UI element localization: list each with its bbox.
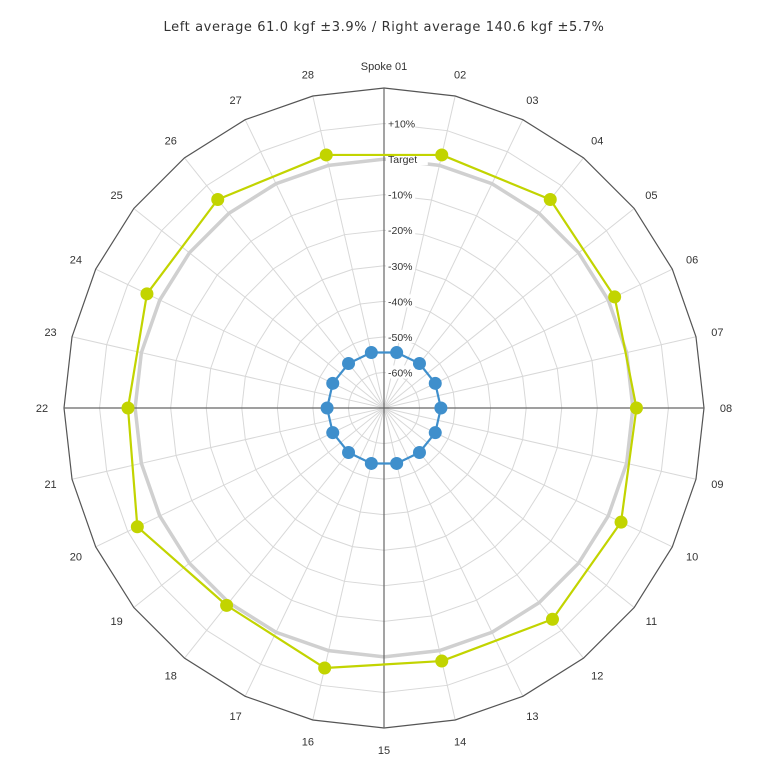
left-series-point — [434, 401, 448, 415]
spoke-label: 17 — [229, 711, 241, 723]
left-series-point — [364, 456, 378, 470]
right-series-point — [211, 193, 225, 207]
grid-spoke — [383, 208, 635, 409]
spoke-label: 15 — [378, 745, 390, 757]
left-series-point — [326, 426, 340, 440]
spoke-label: 18 — [165, 670, 177, 682]
spoke-label: 11 — [646, 616, 657, 628]
spoke-label: 09 — [711, 479, 723, 491]
spoke-label: Spoke 01 — [361, 61, 407, 73]
ring-label-bg — [386, 294, 416, 308]
left-series-point — [412, 357, 426, 371]
right-series-point — [435, 148, 449, 162]
left-series-point — [390, 456, 404, 470]
ring-label-bg — [386, 187, 416, 201]
spoke-label: 16 — [302, 736, 314, 748]
spoke-label: 12 — [591, 670, 603, 682]
ring-label: -10% — [388, 190, 413, 202]
chart-title: Left average 61.0 kgf ±3.9% / Right aver… — [163, 20, 605, 35]
ring-label-bg — [386, 258, 416, 272]
right-series-point — [435, 654, 449, 668]
ring-label-bg — [386, 223, 416, 237]
right-series-point — [608, 290, 622, 304]
spoke-label: 25 — [110, 190, 122, 202]
grid-spoke — [244, 407, 385, 697]
spoke-label: 10 — [686, 551, 698, 563]
left-series-point — [364, 346, 378, 360]
left-series-point — [342, 357, 356, 371]
grid-spoke — [133, 208, 385, 409]
ring-label-bg — [386, 365, 416, 379]
grid-spoke — [383, 336, 697, 409]
right-series-point — [130, 520, 144, 534]
right-series-point — [140, 287, 154, 301]
right-series-point — [318, 661, 332, 675]
spoke-label: 22 — [36, 403, 48, 415]
spoke-label: 08 — [720, 403, 732, 415]
ring-label: -40% — [388, 296, 413, 308]
spoke-label: 26 — [165, 136, 177, 148]
ring-label-bg — [386, 116, 416, 130]
left-series-point — [320, 401, 334, 415]
left-series-point — [412, 445, 426, 459]
right-series-point — [629, 401, 643, 415]
right-series-point — [220, 598, 234, 612]
left-series-point — [342, 445, 356, 459]
spoke-label: 23 — [44, 327, 56, 339]
left-series-point — [428, 426, 442, 440]
right-series-point — [543, 193, 557, 207]
grid-spoke — [244, 119, 385, 409]
right-series-point — [319, 148, 333, 162]
ring-label: -20% — [388, 225, 413, 237]
left-series-point — [326, 376, 340, 390]
right-series-point — [121, 401, 135, 415]
grid-spoke — [133, 407, 385, 608]
grid-spoke — [383, 407, 697, 480]
spoke-label: 21 — [44, 479, 56, 491]
spoke-label: 04 — [591, 136, 603, 148]
ring-label: Target — [388, 154, 417, 166]
spoke-label: 13 — [526, 711, 538, 723]
grid-spoke — [383, 407, 524, 697]
spoke-label: 05 — [645, 190, 657, 202]
spoke-label: 03 — [526, 95, 538, 107]
grid-spoke — [383, 407, 635, 608]
ring-label: +10% — [388, 119, 415, 131]
grid-spoke — [383, 119, 524, 409]
ring-label: -60% — [388, 367, 413, 379]
ring-label-bg — [386, 329, 416, 343]
right-series-point — [614, 515, 628, 529]
spoke-label: 14 — [454, 736, 466, 748]
grid-spoke — [71, 407, 385, 480]
spoke-label: 20 — [70, 551, 82, 563]
grid-spoke — [184, 407, 385, 659]
spoke-label: 19 — [110, 616, 122, 628]
left-series-point — [428, 376, 442, 390]
ring-label: -30% — [388, 261, 413, 273]
left-series-point — [390, 346, 404, 360]
spoke-label: 06 — [686, 255, 698, 267]
right-series-point — [545, 612, 559, 626]
ring-label: -50% — [388, 332, 413, 344]
spoke-label: 28 — [302, 70, 314, 82]
spoke-label: 24 — [70, 255, 82, 267]
grid-spoke — [71, 336, 385, 409]
spoke-label: 27 — [229, 95, 241, 107]
spoke-label: 02 — [454, 70, 466, 82]
spoke-label: 07 — [711, 327, 723, 339]
